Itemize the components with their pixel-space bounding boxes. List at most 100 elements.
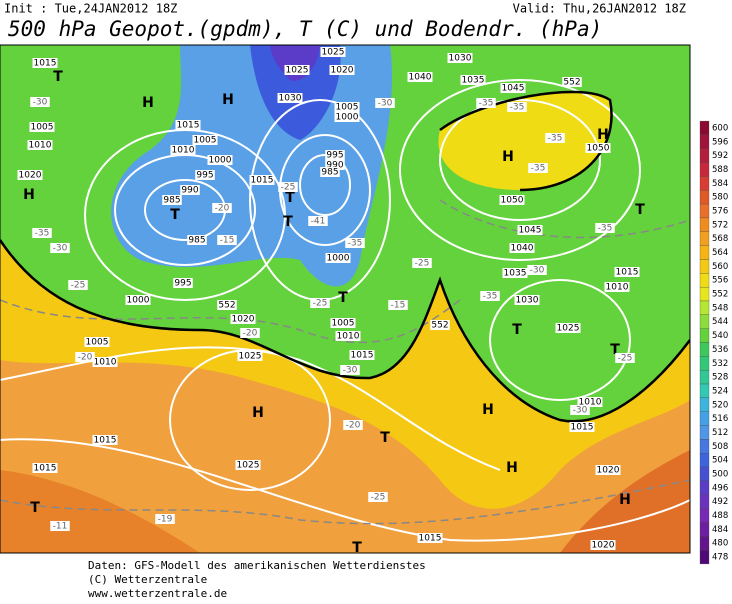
- isobar-label: 985: [321, 168, 338, 178]
- label-box: [308, 216, 328, 226]
- label-box: [569, 422, 595, 432]
- pressure-center: H: [482, 402, 494, 418]
- temperature-label: -25: [71, 281, 86, 291]
- pressure-center: H: [506, 460, 518, 476]
- label-box: [447, 53, 473, 63]
- colorbar-label: 480: [712, 539, 728, 549]
- label-box: [68, 280, 88, 290]
- temperature-label: -25: [313, 299, 328, 309]
- label-box: [502, 268, 528, 278]
- colorbar-label: 580: [712, 193, 728, 203]
- isobar-label: 1020: [331, 66, 354, 76]
- isobar-label: 552: [431, 321, 448, 331]
- label-box: [343, 420, 363, 430]
- label-box: [480, 291, 500, 301]
- pressure-center: T: [635, 202, 645, 218]
- label-box: [30, 97, 50, 107]
- label-box: [84, 337, 110, 347]
- isobar-label: 1020: [232, 315, 255, 325]
- isobar-label: 1030: [516, 296, 539, 306]
- pressure-center: T: [610, 342, 620, 358]
- pressure-center: T: [380, 430, 390, 446]
- label-box: [320, 47, 346, 57]
- colorbar-swatch: [699, 245, 710, 260]
- label-box: [499, 195, 525, 205]
- pressure-center: T: [283, 214, 293, 230]
- label-box: [335, 331, 361, 341]
- label-box: [527, 265, 547, 275]
- pressure-center: T: [30, 500, 40, 516]
- isobar-label: 1015: [34, 464, 57, 474]
- label-box: [329, 65, 355, 75]
- label-box: [237, 351, 263, 361]
- isobar-label: 1005: [194, 136, 217, 146]
- temperature-label: -30: [343, 366, 358, 376]
- colorbar-label: 544: [712, 317, 728, 327]
- isobar-label: 1050: [587, 144, 610, 154]
- label-box: [412, 258, 432, 268]
- colorbar-label: 560: [712, 262, 728, 272]
- warm-area: [0, 470, 200, 553]
- label-box: [345, 238, 365, 248]
- temperature-label: -30: [378, 99, 393, 109]
- colorbar-swatch: [699, 190, 710, 205]
- temperature-label: -35: [35, 229, 50, 239]
- label-box: [32, 463, 58, 473]
- label-box: [180, 185, 200, 195]
- label-box: [334, 112, 360, 122]
- pressure-center: T: [512, 322, 522, 338]
- colorbar-swatch: [699, 259, 710, 274]
- label-box: [162, 195, 182, 205]
- label-box: [334, 102, 360, 112]
- label-box: [249, 175, 275, 185]
- isobar-label: 1010: [579, 398, 602, 408]
- label-box: [230, 314, 256, 324]
- temperature-label: -25: [415, 259, 430, 269]
- isobar-label: 1015: [419, 534, 442, 544]
- label-box: [155, 514, 175, 524]
- colorbar-label: 588: [712, 165, 728, 175]
- label-box: [407, 72, 433, 82]
- colorbar-swatch: [699, 439, 710, 454]
- pressure-center: H: [23, 187, 35, 203]
- isobar-label: 1005: [332, 319, 355, 329]
- temperature-label: -19: [158, 515, 173, 525]
- temperature-label: -35: [510, 103, 525, 113]
- colorbar-label: 572: [712, 220, 728, 230]
- label-box: [615, 353, 635, 363]
- map: [0, 44, 691, 554]
- temperature-label: -25: [281, 183, 296, 193]
- isobar-label: 1000: [336, 113, 359, 123]
- pressure-center: H: [502, 149, 514, 165]
- isobar-label: 1010: [29, 141, 52, 151]
- valid-time: Valid: Thu,26JAN2012 18Z: [513, 2, 686, 16]
- colorbar-swatch: [699, 425, 710, 440]
- temperature-label: -30: [530, 266, 545, 276]
- isobar-label: 995: [174, 279, 191, 289]
- isobar-label: 995: [196, 171, 213, 181]
- label-box: [50, 243, 70, 253]
- colorbar-swatch: [699, 522, 710, 537]
- isobar-label: 1020: [597, 466, 620, 476]
- warm-pocket: [438, 91, 612, 190]
- label-box: [92, 357, 118, 367]
- colorbar-swatch: [699, 162, 710, 177]
- temperature-label: -35: [483, 292, 498, 302]
- colorbar-label: 532: [712, 359, 728, 369]
- isobar-label: 990: [326, 161, 343, 171]
- label-box: [604, 282, 630, 292]
- label-box: [460, 75, 486, 85]
- label-box: [570, 405, 590, 415]
- label-box: [50, 521, 70, 531]
- isobar-label: 1015: [177, 121, 200, 131]
- label-box: [340, 365, 360, 375]
- colorbar-label: 478: [712, 553, 728, 563]
- isobar-label: 1015: [251, 176, 274, 186]
- pressure-center: H: [619, 492, 631, 508]
- colorbar-swatch: [699, 397, 710, 412]
- label-box: [375, 98, 395, 108]
- temperature-label: -25: [618, 354, 633, 364]
- pressure-center: H: [597, 127, 609, 143]
- colorbar-label: 592: [712, 151, 728, 161]
